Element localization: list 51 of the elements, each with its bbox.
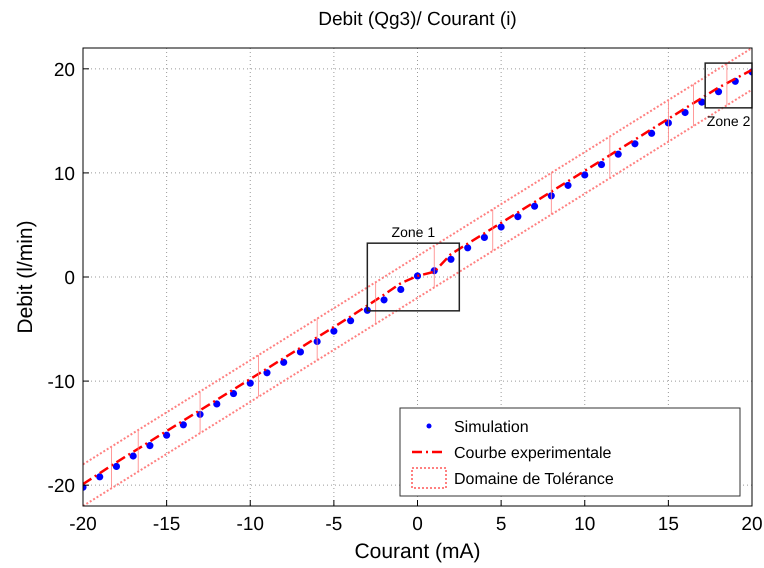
point: [180, 421, 187, 428]
point: [96, 473, 104, 480]
point: [531, 202, 538, 210]
x-tick-label: 5: [496, 514, 506, 535]
point: [296, 348, 304, 356]
legend-label: Domaine de Tolérance: [454, 471, 614, 488]
x-tick-label: 10: [574, 514, 596, 535]
point: [330, 328, 338, 335]
point: [246, 380, 254, 387]
point: [631, 140, 638, 148]
x-tick-label: -15: [152, 514, 180, 535]
point: [280, 358, 288, 366]
point: [447, 256, 455, 263]
x-tick-label: 15: [658, 514, 679, 535]
point: [648, 130, 656, 137]
point: [146, 442, 154, 450]
x-tick-label: -5: [325, 514, 342, 535]
point: [163, 432, 170, 439]
legend-label: Courbe experimentale: [454, 445, 612, 462]
annotation: Zone 1: [392, 224, 436, 240]
point: [598, 161, 606, 168]
point: [581, 171, 588, 179]
annotation: Zone 2: [706, 112, 751, 129]
y-tick-label: -10: [48, 372, 75, 394]
point: [230, 390, 238, 398]
point: [347, 317, 354, 324]
y-tick-label: 20: [54, 60, 75, 81]
point: [498, 223, 505, 231]
point: [112, 462, 120, 470]
y-tick-label: 0: [64, 268, 75, 289]
y-axis-title: Debit (l/min): [14, 220, 37, 334]
x-tick-label: -20: [69, 514, 97, 535]
point: [614, 150, 622, 158]
point: [682, 108, 689, 116]
x-tick-label: 20: [741, 514, 763, 535]
legend-label: Simulation: [454, 419, 529, 436]
point: [380, 296, 388, 304]
x-tick-label: -10: [236, 514, 264, 535]
x-axis-title: Courant (mA): [354, 540, 481, 563]
y-tick-label: 10: [54, 164, 75, 185]
point: [514, 213, 522, 220]
point: [263, 369, 271, 376]
x-tick-label: 0: [412, 514, 423, 535]
y-tick-label: -20: [48, 476, 75, 498]
chart-title: Debit (Qg3)/ Courant (i): [318, 9, 517, 30]
point: [464, 244, 472, 252]
point: [397, 286, 404, 294]
point: [480, 234, 488, 242]
point: [564, 182, 572, 189]
point: [130, 452, 137, 460]
point: [213, 400, 220, 408]
